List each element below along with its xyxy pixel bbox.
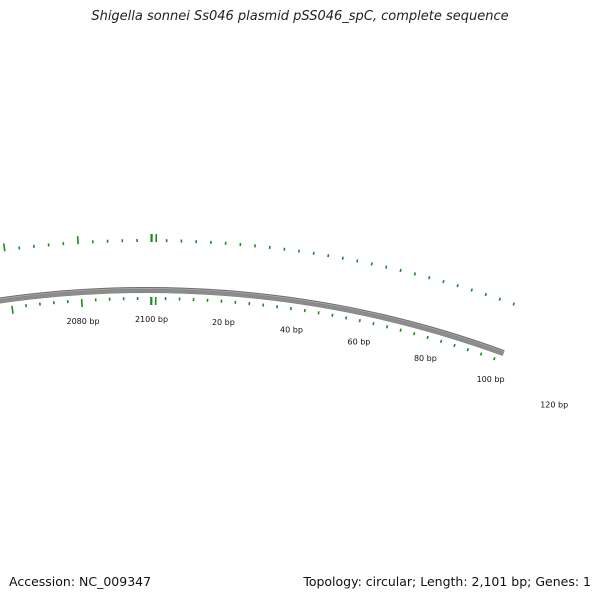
inner-tick-mark	[413, 332, 416, 336]
inner-tick-mark	[439, 339, 443, 343]
outer-tick-mark	[356, 259, 359, 263]
outer-tick-ring	[2, 234, 516, 306]
position-label: 2080 bp	[67, 317, 100, 326]
position-labels: 2080 bp 2100 bp 20 bp 40 bp 60 bp 80 bp 100 bp…	[67, 315, 569, 410]
position-label: 40 bp	[280, 325, 303, 334]
outer-tick-mark	[470, 288, 473, 292]
accession-text: Accession: NC_009347	[9, 574, 152, 589]
inner-tick-mark	[385, 325, 389, 329]
position-label: 60 bp	[347, 337, 370, 346]
inner-tick-mark	[331, 313, 334, 317]
backbone-inner-stroke	[0, 289, 504, 356]
outer-tick-mark	[413, 272, 417, 276]
outer-tick-mark	[428, 276, 431, 280]
position-label: 2100 bp	[135, 315, 168, 324]
inner-tick-mark	[466, 347, 470, 352]
outer-tick-mark	[2, 243, 6, 252]
topology-summary-text: Topology: circular; Length: 2,101 bp; Ge…	[303, 574, 591, 589]
inner-tick-mark	[11, 305, 14, 314]
outer-tick-mark	[442, 279, 445, 284]
backbone-highlight	[0, 288, 505, 353]
inner-tick-mark	[399, 328, 402, 332]
outer-tick-mark	[385, 265, 388, 269]
plasmid-backbone	[0, 287, 505, 356]
outer-tick-mark	[512, 302, 516, 306]
outer-tick-mark	[484, 292, 488, 297]
outer-tick-mark	[370, 262, 373, 266]
position-label: 20 bp	[212, 318, 235, 327]
inner-tick-mark	[345, 316, 348, 320]
inner-tick-mark	[479, 352, 483, 356]
outer-tick-mark	[76, 236, 79, 245]
outer-tick-mark	[456, 284, 459, 288]
inner-tick-mark	[493, 357, 496, 361]
inner-tick-mark	[80, 299, 83, 308]
inner-tick-mark	[453, 343, 456, 348]
position-label: 100 bp	[477, 375, 505, 384]
map-title: Shigella sonnei Ss046 plasmid pSS046_spC…	[91, 9, 509, 24]
outer-tick-mark	[341, 256, 344, 260]
inner-tick-ring	[11, 297, 496, 361]
inner-tick-mark	[372, 322, 375, 326]
position-label: 80 bp	[414, 354, 437, 363]
outer-tick-mark	[498, 297, 502, 301]
position-label: 120 bp	[540, 401, 568, 410]
inner-tick-mark	[358, 319, 361, 323]
outer-tick-mark	[399, 268, 402, 273]
inner-tick-mark	[426, 335, 429, 340]
